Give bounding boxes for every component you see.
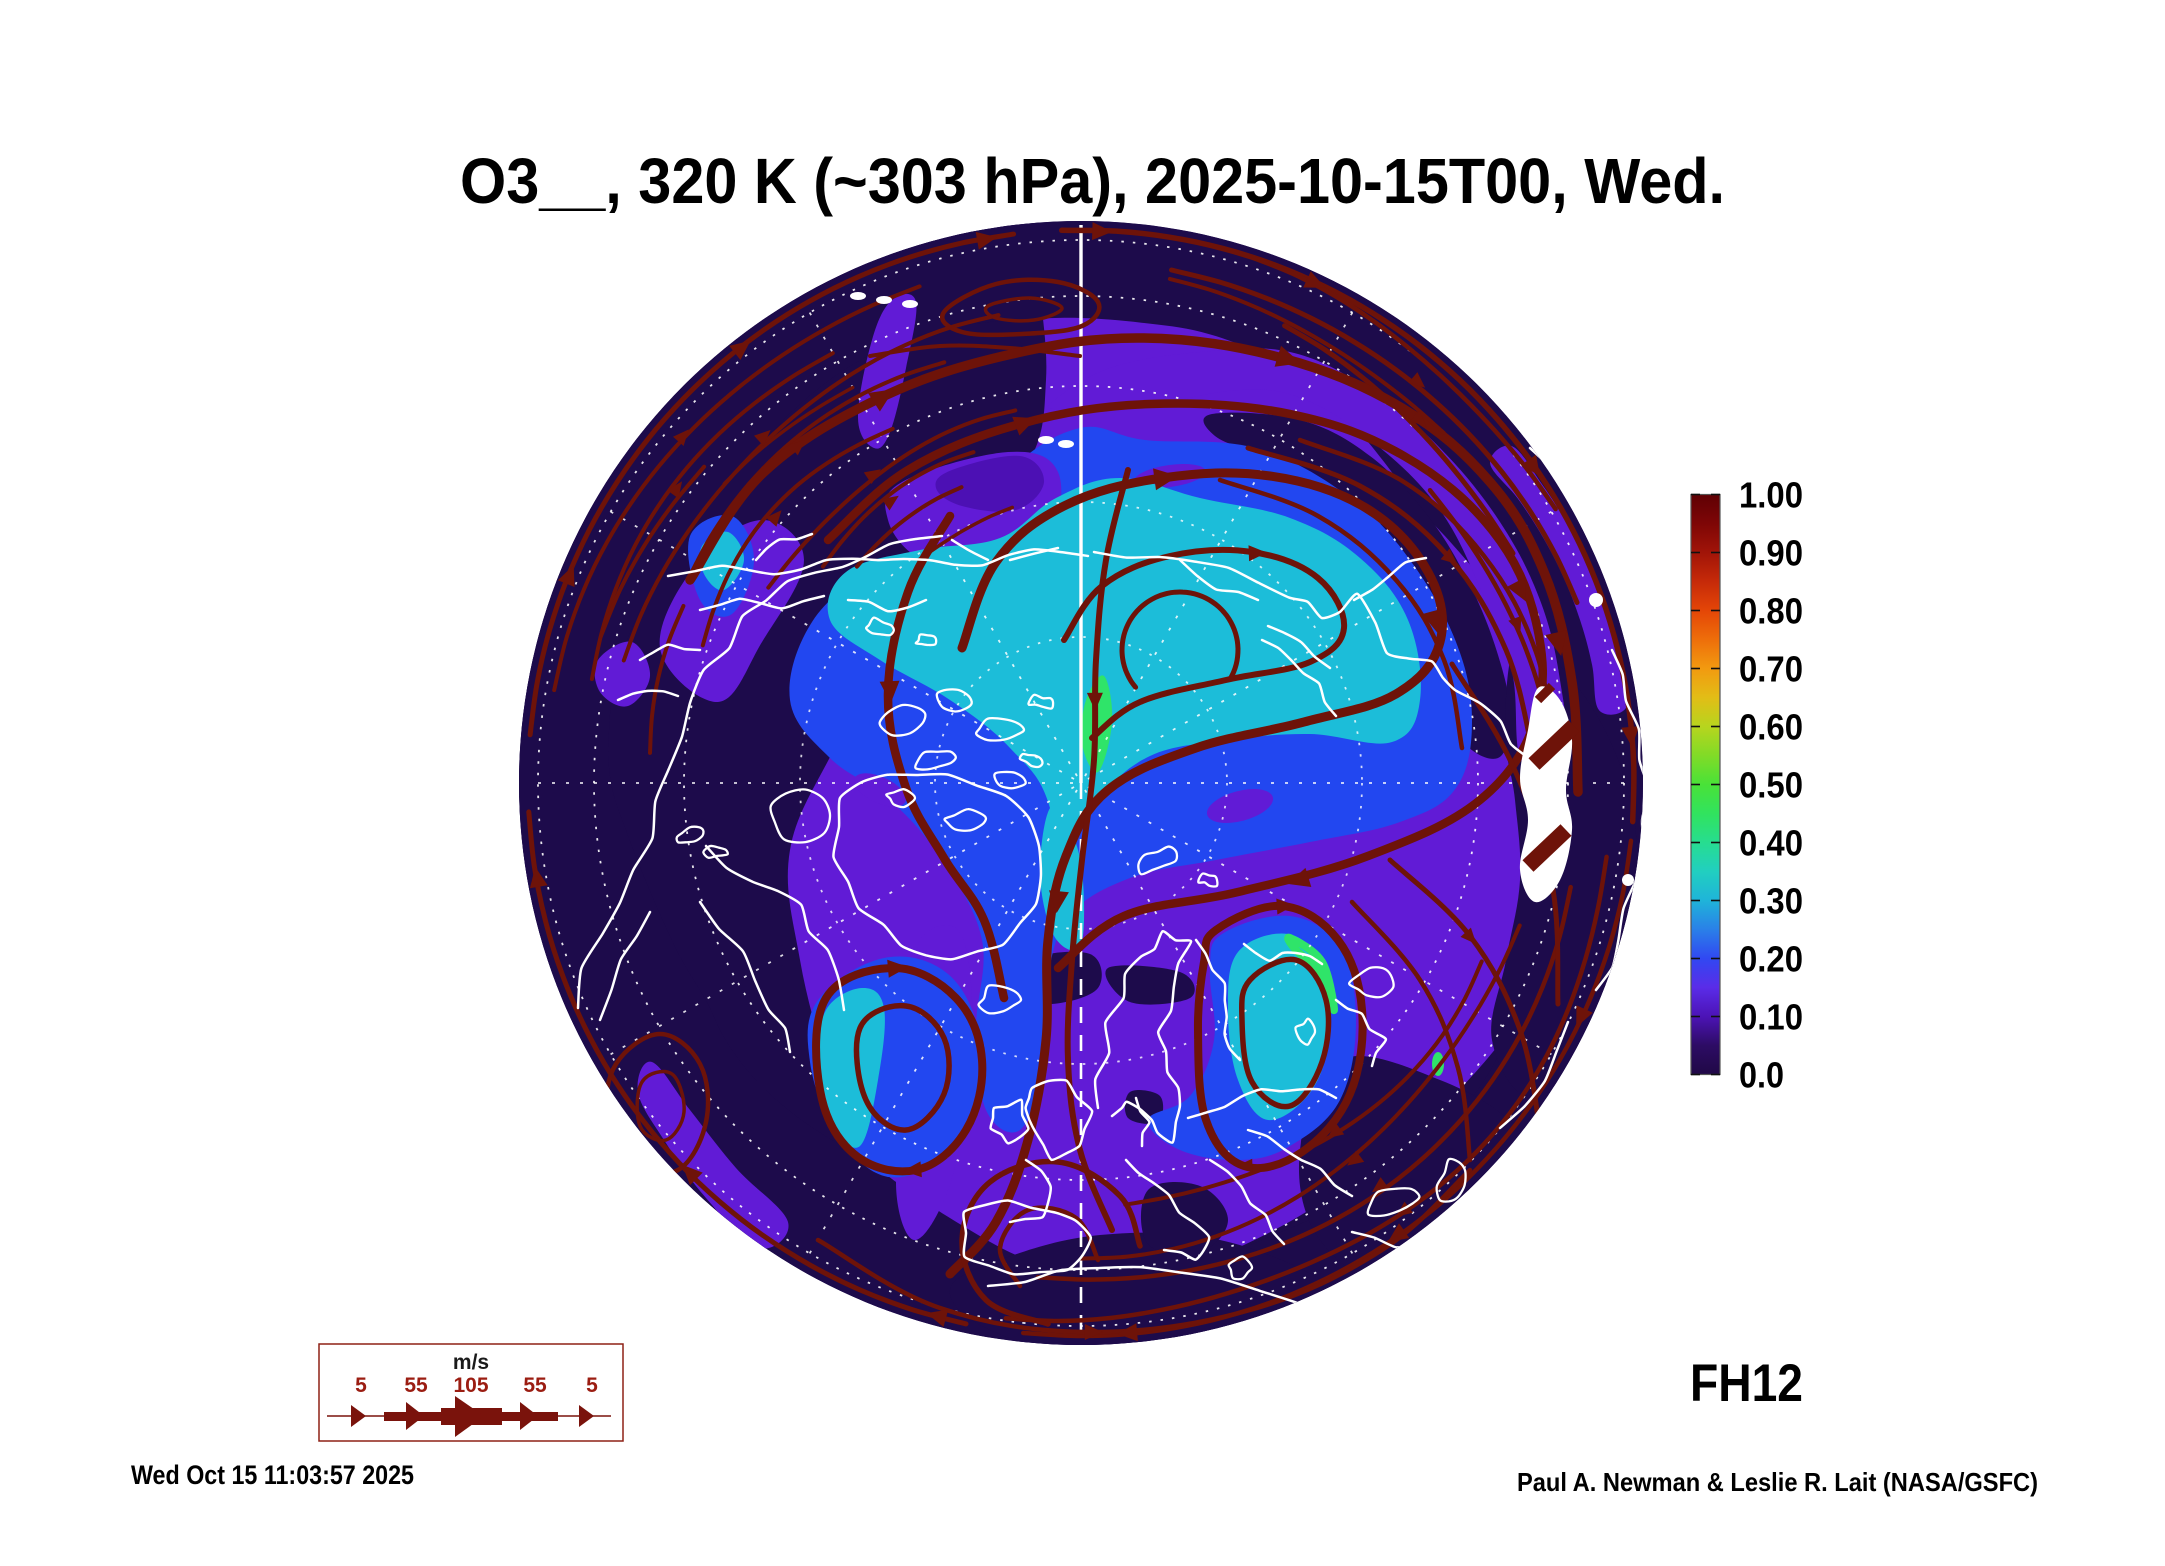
svg-text:0.50: 0.50	[1739, 765, 1803, 806]
svg-text:0.90: 0.90	[1739, 533, 1803, 574]
svg-text:5: 5	[355, 1374, 367, 1397]
svg-text:0.60: 0.60	[1739, 707, 1803, 748]
svg-text:m/s: m/s	[453, 1351, 489, 1374]
svg-text:0.70: 0.70	[1739, 649, 1803, 690]
svg-text:0.30: 0.30	[1739, 881, 1803, 922]
svg-text:0.20: 0.20	[1739, 939, 1803, 980]
svg-text:Paul A. Newman & Leslie R. Lai: Paul A. Newman & Leslie R. Lait (NASA/GS…	[1517, 1467, 2038, 1497]
svg-text:1.00: 1.00	[1739, 475, 1803, 516]
svg-text:55: 55	[404, 1374, 428, 1397]
svg-text:105: 105	[453, 1374, 488, 1397]
svg-text:O3__, 320 K (~303 hPa), 2025-1: O3__, 320 K (~303 hPa), 2025-10-15T00, W…	[460, 145, 1725, 217]
svg-text:Wed Oct 15 11:03:57 2025: Wed Oct 15 11:03:57 2025	[131, 1460, 414, 1490]
svg-text:0.80: 0.80	[1739, 591, 1803, 632]
svg-text:0.0: 0.0	[1739, 1055, 1784, 1096]
svg-text:5: 5	[586, 1374, 598, 1397]
svg-text:55: 55	[523, 1374, 547, 1397]
svg-text:0.10: 0.10	[1739, 997, 1803, 1038]
svg-text:0.40: 0.40	[1739, 823, 1803, 864]
svg-text:FH12: FH12	[1690, 1354, 1803, 1413]
